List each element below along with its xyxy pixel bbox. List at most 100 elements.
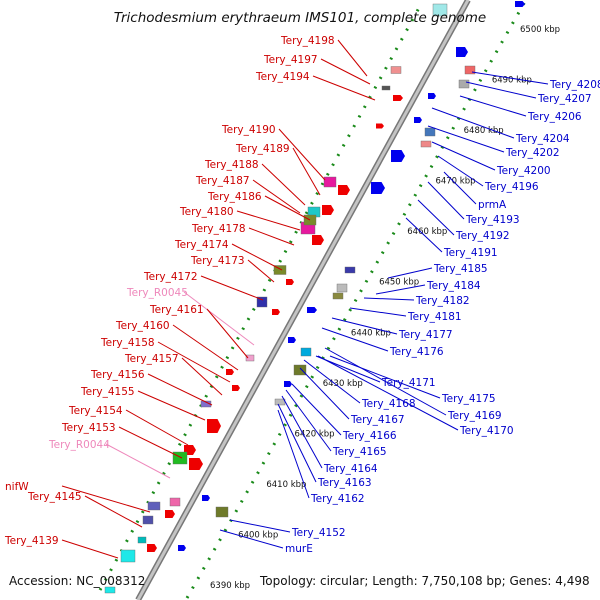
gene-arrow — [272, 309, 280, 315]
gene-feature-box — [142, 515, 154, 525]
gene-feature-box — [273, 265, 287, 275]
forward-gene-leader — [252, 179, 301, 214]
forward-gene-label: Tery_4180 — [179, 206, 234, 218]
gene-feature-box — [420, 140, 432, 148]
gene-feature-box — [245, 354, 255, 362]
forward-gene-label: Tery_4194 — [255, 71, 310, 83]
reverse-gene-leader — [317, 355, 459, 431]
forward-tick-track — [98, 5, 422, 591]
reverse-gene-label: Tery_4193 — [465, 214, 520, 226]
gene-feature-box — [344, 266, 356, 274]
map-title: Trichodesmium erythraeum IMS101, complet… — [114, 10, 486, 26]
reverse-gene-leader — [363, 297, 415, 301]
gene-feature-box — [432, 3, 448, 17]
reverse-gene-label: Tery_4165 — [332, 446, 387, 458]
forward-gene-leader — [105, 443, 171, 479]
forward-gene-leader — [247, 259, 275, 283]
gene-arrow — [456, 47, 468, 57]
forward-gene-leader — [172, 324, 239, 371]
reverse-gene-leader — [431, 107, 515, 139]
reverse-gene-label: Tery_4175 — [441, 393, 496, 405]
forward-gene-label: Tery_4172 — [143, 271, 198, 283]
reverse-gene-label: Tery_4163 — [317, 477, 372, 489]
reverse-gene-label: Tery_4185 — [433, 263, 488, 275]
scale-tick-label: 6490 kbp — [492, 76, 532, 86]
reverse-gene-label: Tery_4207 — [537, 93, 592, 105]
reverse-gene-label: Tery_4200 — [496, 165, 551, 177]
gene-feature-box — [458, 79, 470, 89]
forward-gene-leader — [320, 58, 371, 85]
scale-tick-label: 6420 kbp — [295, 429, 335, 439]
genome-axis — [136, 0, 470, 600]
reverse-gene-leader — [375, 284, 426, 295]
gene-arrow — [189, 458, 203, 470]
gene-feature-box — [137, 536, 147, 544]
gene-feature-box — [104, 586, 116, 594]
reverse-gene-leader — [229, 519, 291, 533]
reverse-gene-leader — [387, 267, 433, 279]
reverse-gene-leader — [324, 347, 447, 416]
genome-summary: Topology: circular; Length: 7,750,108 bp… — [260, 574, 590, 588]
forward-gene-leader — [248, 227, 295, 246]
reverse-gene-leader — [277, 403, 317, 483]
forward-gene-label: Tery_4174 — [174, 239, 229, 251]
gene-arrow — [312, 235, 324, 245]
forward-gene-leader — [231, 243, 283, 271]
reverse-gene-label: Tery_4167 — [350, 414, 405, 426]
reverse-gene-label: Tery_4166 — [342, 430, 397, 442]
gene-arrow — [284, 381, 292, 387]
gene-feature-box — [332, 292, 344, 300]
forward-gene-leader — [236, 210, 301, 231]
forward-gene-label: Tery_4187 — [195, 175, 250, 187]
reverse-gene-label: Tery_4182 — [415, 295, 470, 307]
gene-feature-box — [120, 549, 136, 563]
reverse-gene-leader — [219, 529, 284, 549]
gene-arrow — [207, 419, 221, 433]
scale-tick-label: 6430 kbp — [323, 379, 363, 389]
forward-gene-leader — [147, 373, 213, 406]
gene-feature-box — [300, 347, 312, 357]
reverse-gene-leader — [349, 307, 407, 317]
gene-feature-box — [323, 176, 337, 188]
forward-gene-label: Tery_4189 — [235, 143, 290, 155]
gene-arrow — [515, 1, 525, 7]
gene-feature-box — [172, 451, 188, 465]
gene-arrow — [393, 95, 403, 101]
reverse-gene-leader — [465, 81, 537, 99]
forward-gene-leader — [61, 539, 119, 559]
gene-arrow — [232, 385, 240, 391]
forward-gene-label: Tery_4155 — [80, 386, 135, 398]
forward-gene-label: Tery_R0044 — [48, 439, 110, 451]
gene-feature-box — [464, 65, 476, 75]
accession-label: Accession: NC_008312 — [9, 574, 146, 588]
gene-feature-box — [147, 501, 161, 511]
gene-feature-box — [381, 85, 391, 91]
gene-feature-box — [256, 296, 268, 308]
reverse-gene-leader — [291, 383, 342, 436]
reverse-gene-label: Tery_4191 — [443, 247, 498, 259]
gene-arrow — [391, 150, 405, 162]
scale-tick-label: 6440 kbp — [351, 328, 391, 338]
reverse-gene-leader — [405, 217, 443, 253]
forward-gene-label: Tery_4198 — [280, 35, 335, 47]
reverse-gene-label: Tery_4168 — [361, 398, 416, 410]
reverse-gene-leader — [431, 141, 496, 171]
forward-gene-label: Tery_4157 — [124, 353, 179, 365]
forward-gene-label: Tery_4173 — [190, 255, 245, 267]
reverse-gene-label: Tery_4192 — [455, 230, 510, 242]
gene-arrow — [226, 369, 234, 375]
reverse-gene-label: murE — [285, 543, 313, 555]
forward-gene-leader — [125, 409, 189, 446]
forward-gene-label: Tery_4197 — [263, 54, 318, 66]
reverse-gene-leader — [471, 71, 549, 85]
forward-gene-label: Tery_4160 — [115, 320, 170, 332]
reverse-gene-label: Tery_4164 — [323, 463, 378, 475]
forward-gene-label: Tery_4156 — [90, 369, 145, 381]
gene-arrow — [322, 205, 334, 215]
gene-feature-box — [424, 127, 436, 137]
forward-gene-label: Tery_4186 — [207, 191, 262, 203]
gene-arrow — [286, 279, 294, 285]
gene-arrow — [428, 93, 436, 99]
reverse-gene-label: Tery_4170 — [459, 425, 514, 437]
